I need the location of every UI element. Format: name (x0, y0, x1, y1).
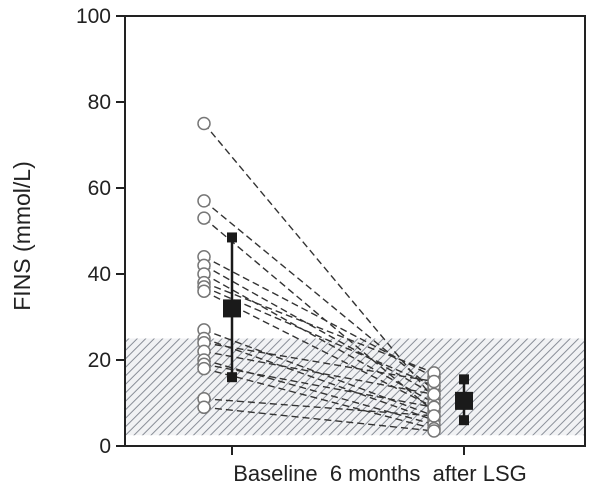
paired-line-0 (203, 123, 435, 400)
y-tick-label-80: 80 (88, 91, 111, 114)
baseline-point-15 (197, 361, 211, 376)
y-tick-label-0: 0 (99, 435, 111, 458)
after-point-12 (427, 387, 441, 402)
paired-line-13 (203, 359, 435, 426)
y-tick-label-100: 100 (76, 5, 111, 28)
paired-line-17 (203, 406, 435, 432)
paired-line-7 (203, 286, 435, 387)
summary-layer (223, 232, 473, 426)
after-point-16 (427, 409, 441, 423)
baseline-point-8 (197, 284, 211, 298)
paired-line-8 (203, 290, 435, 408)
reference-band (126, 338, 584, 436)
x-category-labels: Baseline 6 months after LSG (233, 461, 527, 486)
reference-band-layer (126, 338, 584, 436)
paired-line-16 (203, 398, 435, 417)
x-category-label-1: 6 months after LSG (318, 461, 527, 486)
paired-line-11 (203, 342, 435, 383)
paired-line-10 (203, 337, 435, 421)
baseline-point-2 (197, 211, 211, 225)
baseline-point-1 (197, 194, 211, 208)
x-category-label-0: Baseline (233, 461, 317, 486)
paired-lines-layer (203, 123, 435, 432)
paired-line-15 (203, 367, 435, 430)
baseline-point-0 (197, 116, 211, 131)
y-tick-label-20: 20 (88, 349, 111, 372)
paired-line-2 (203, 217, 435, 413)
y-tick-label-60: 60 (88, 177, 111, 200)
y-axis: 0 20 40 60 80 100 (76, 5, 125, 458)
mean-marker-1 (455, 391, 473, 410)
after-point-11 (427, 374, 441, 389)
points-layer (197, 116, 441, 438)
after-point-17 (427, 424, 441, 438)
error-cap-lower-1 (459, 415, 469, 426)
x-axis: Baseline 6 months after LSG (231, 446, 527, 486)
paired-line-1 (203, 200, 435, 391)
plot-frame (124, 15, 586, 447)
baseline-point-17 (197, 400, 211, 415)
error-cap-upper-0 (227, 232, 237, 243)
paired-line-14 (203, 363, 435, 408)
error-cap-upper-1 (459, 374, 469, 385)
mean-marker-0 (223, 299, 241, 318)
error-cap-lower-0 (227, 372, 237, 383)
y-tick-label-40: 40 (88, 263, 111, 286)
paired-line-12 (203, 350, 435, 396)
paired-line-6 (203, 281, 435, 374)
y-axis-title: FINS (mmol/L) (9, 161, 35, 311)
